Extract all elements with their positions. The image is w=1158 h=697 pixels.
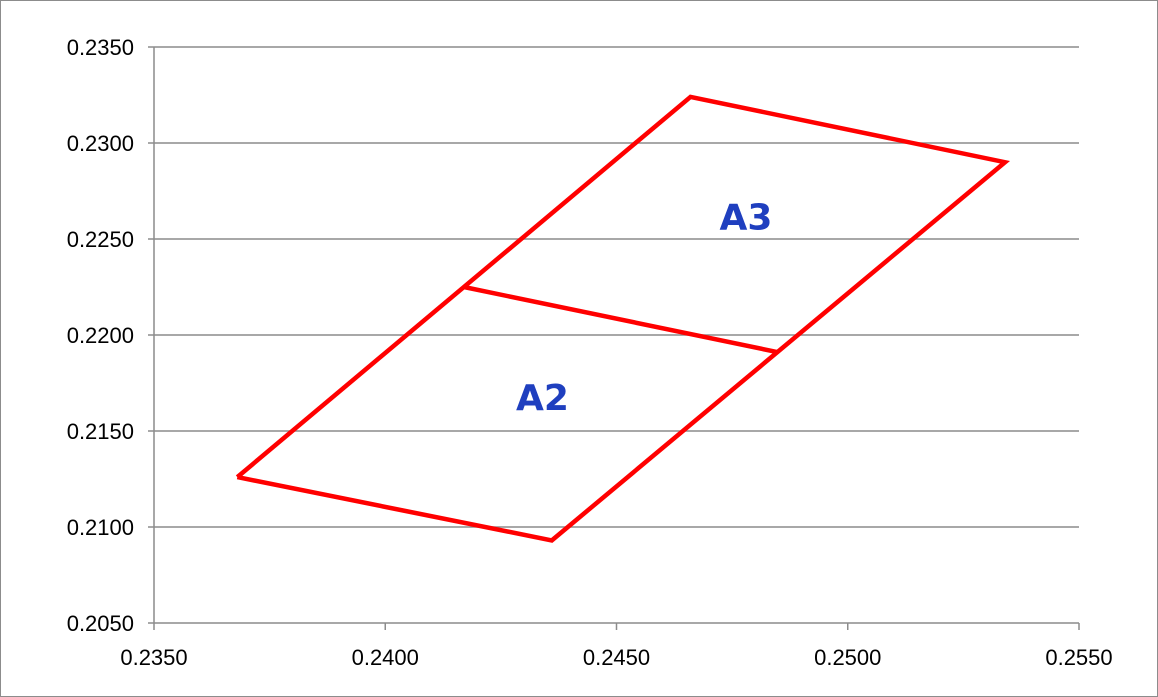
y-tick-label-0: 0.2350 bbox=[67, 35, 134, 60]
gridlines bbox=[154, 46, 1079, 624]
y-tick-label-1: 0.2300 bbox=[67, 131, 134, 156]
y-tick-label-6: 0.2050 bbox=[67, 611, 134, 636]
region-label-a3: A3 bbox=[720, 197, 773, 238]
y-tick-label-3: 0.2200 bbox=[67, 323, 134, 348]
y-tick-label-5: 0.2100 bbox=[67, 515, 134, 540]
x-tick-label-0: 0.2350 bbox=[120, 645, 187, 670]
x-tick-label-3: 0.2500 bbox=[814, 645, 881, 670]
y-tick-label-4: 0.2150 bbox=[67, 419, 134, 444]
x-tick-label-4: 0.2550 bbox=[1045, 645, 1112, 670]
series-line-1 bbox=[463, 284, 779, 355]
axes bbox=[148, 46, 1080, 630]
series-lines bbox=[235, 94, 1011, 543]
x-tick-label-1: 0.2400 bbox=[352, 645, 419, 670]
x-tick-labels: 0.2350 0.2400 0.2450 0.2500 0.2550 bbox=[120, 645, 1112, 670]
region-label-a2: A2 bbox=[516, 378, 569, 419]
y-tick-label-2: 0.2250 bbox=[67, 227, 134, 252]
annotations: A3 A2 bbox=[516, 197, 772, 418]
y-tick-labels: 0.2350 0.2300 0.2250 0.2200 0.2150 0.2100 0.20… bbox=[67, 35, 134, 636]
x-tick-label-2: 0.2450 bbox=[583, 645, 650, 670]
series-line-0 bbox=[235, 94, 1011, 543]
